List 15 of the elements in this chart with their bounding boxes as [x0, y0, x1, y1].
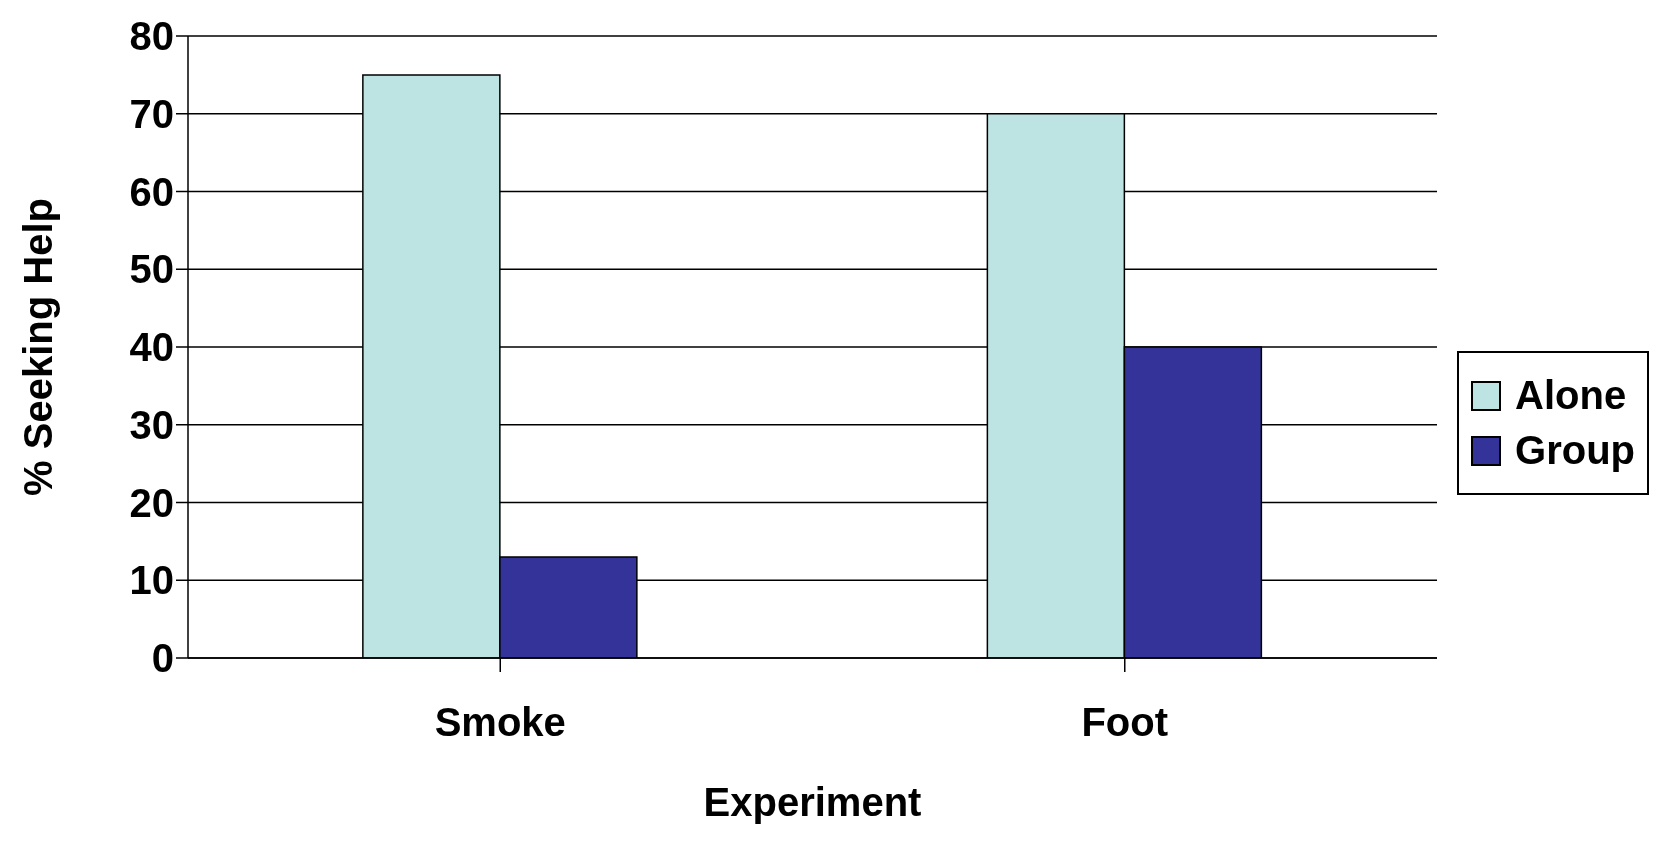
y-tick-label: 0: [151, 636, 174, 681]
y-tick-label: 40: [129, 325, 174, 370]
x-tick-label: Smoke: [434, 700, 566, 745]
y-tick-label: 70: [129, 91, 174, 136]
x-tick-label: Foot: [1081, 700, 1169, 745]
y-tick-label: 60: [129, 169, 174, 214]
y-tick-label: 30: [129, 402, 174, 447]
legend-label: Group: [1515, 428, 1635, 473]
x-axis-title: Experiment: [703, 780, 922, 824]
y-tick-label: 80: [129, 14, 174, 59]
legend-label: Alone: [1515, 373, 1627, 418]
y-axis-title: % Seeking Help: [16, 198, 61, 496]
y-tick-label: 20: [129, 480, 174, 525]
y-tick-label: 50: [129, 247, 174, 292]
y-tick-label: 10: [129, 558, 174, 603]
